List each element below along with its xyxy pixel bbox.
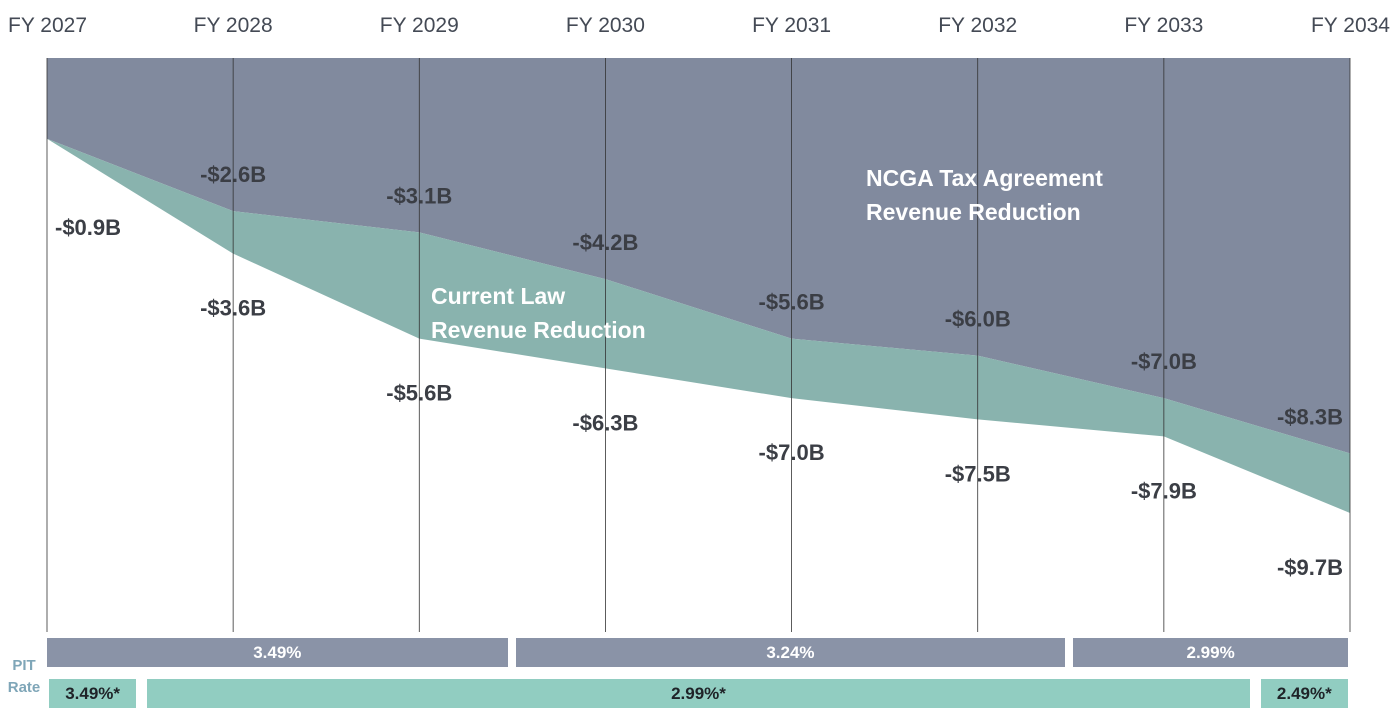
year-tick-label: FY 2032 [938,14,1017,37]
current-law-annotation-line1: Current Law [431,283,565,309]
current-law-data-label: -$5.6B [386,381,452,406]
ncga-annotation-line2: Revenue Reduction [866,199,1081,225]
year-tick-label: FY 2034 [1311,14,1390,37]
current-law-data-label: -$9.7B [1277,555,1343,580]
agreement-data-label: -$7.0B [1131,349,1197,374]
current-law-rate-bar: 3.49%* [49,679,136,708]
current-law-data-label: -$6.3B [572,410,638,435]
year-tick-label: FY 2029 [380,14,459,37]
pit-label-line1: PIT [0,655,48,677]
pit-label-line2: Rate [0,677,48,699]
current-law-rate-bar: 2.99%* [147,679,1249,708]
agreement-data-label: -$4.2B [572,230,638,255]
agreement-rate-bar: 2.99% [1073,638,1348,667]
year-tick-label: FY 2027 [8,14,87,37]
current-law-rate-bar: 2.49%* [1261,679,1348,708]
data-label: -$0.9B [55,215,121,240]
current-law-data-label: -$7.9B [1131,478,1197,503]
ncga-annotation-line1: NCGA Tax Agreement [866,165,1103,191]
current-law-annotation-line2: Revenue Reduction [431,317,646,343]
current-law-data-label: -$7.5B [945,461,1011,486]
current-law-data-label: -$7.0B [759,440,825,465]
current-law-data-label: -$3.6B [200,296,266,321]
pit-rate-label: PIT Rate [0,655,48,699]
year-tick-label: FY 2030 [566,14,645,37]
year-tick-label: FY 2031 [752,14,831,37]
agreement-data-label: -$3.1B [386,183,452,208]
agreement-data-label: -$2.6B [200,162,266,187]
year-tick-label: FY 2028 [194,14,273,37]
year-tick-label: FY 2033 [1124,14,1203,37]
agreement-data-label: -$6.0B [945,307,1011,332]
agreement-rate-bar: 3.49% [47,638,508,667]
agreement-data-label: -$8.3B [1277,404,1343,429]
agreement-data-label: -$5.6B [759,290,825,315]
agreement-rate-bar: 3.24% [516,638,1066,667]
